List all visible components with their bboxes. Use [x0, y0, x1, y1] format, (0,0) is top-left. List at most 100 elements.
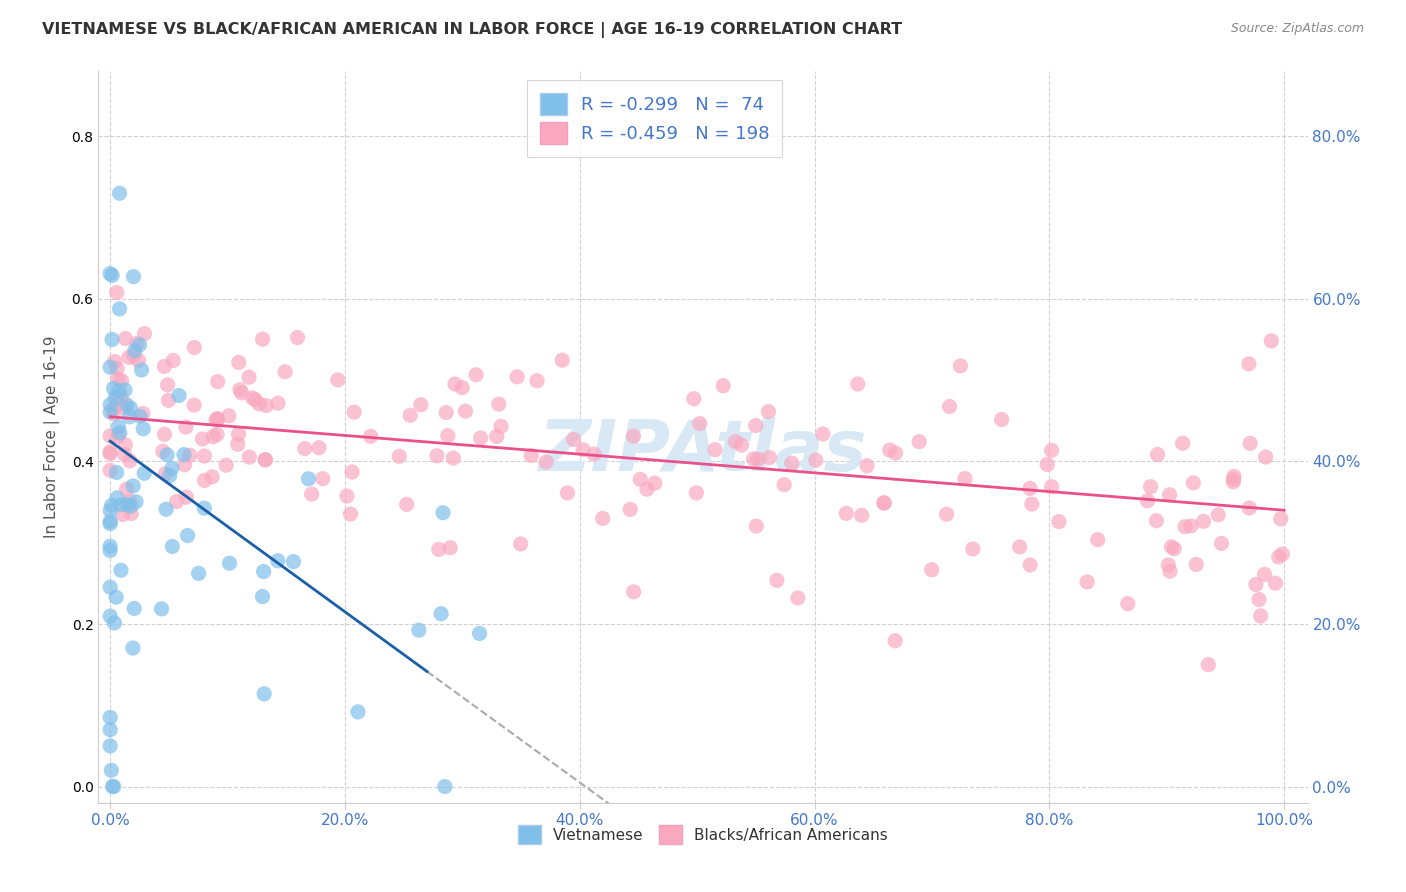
Point [153, 427, 176, 442]
Point [534, 455, 557, 469]
Point [1247, 592, 1270, 607]
Point [117, 497, 139, 511]
Point [132, 422, 155, 436]
Point [103, 402, 125, 417]
Point [252, 565, 274, 579]
Point [162, 540, 184, 554]
Point [108, 186, 131, 201]
Point [1019, 482, 1042, 496]
Text: VIETNAMESE VS BLACK/AFRICAN AMERICAN IN LABOR FORCE | AGE 16-19 CORRELATION CHAR: VIETNAMESE VS BLACK/AFRICAN AMERICAN IN … [42, 22, 903, 38]
Point [921, 563, 943, 577]
Point [1185, 558, 1208, 572]
Point [110, 391, 132, 405]
Point [1136, 493, 1159, 508]
Point [105, 393, 128, 408]
Point [267, 554, 290, 568]
Point [98, 360, 121, 375]
Point [935, 507, 957, 521]
Point [1159, 488, 1181, 502]
Point [128, 353, 150, 368]
Point [572, 442, 595, 457]
Point [308, 441, 330, 455]
Point [811, 426, 834, 441]
Point [112, 401, 135, 415]
Point [125, 336, 148, 351]
Point [187, 566, 209, 581]
Point [122, 640, 145, 655]
Point [253, 687, 276, 701]
Point [938, 400, 960, 414]
Point [98, 516, 121, 531]
Point [1040, 443, 1063, 458]
Point [1174, 519, 1197, 533]
Point [689, 417, 711, 431]
Point [201, 470, 224, 484]
Point [343, 405, 366, 419]
Point [388, 450, 411, 464]
Point [1264, 576, 1286, 591]
Point [134, 467, 156, 481]
Point [856, 458, 879, 473]
Point [131, 363, 153, 377]
Point [173, 448, 195, 462]
Point [108, 384, 131, 398]
Point [835, 507, 858, 521]
Point [287, 330, 309, 344]
Point [683, 392, 706, 406]
Point [1250, 608, 1272, 623]
Point [360, 429, 382, 443]
Point [98, 739, 121, 753]
Point [526, 374, 548, 388]
Point [623, 429, 645, 443]
Point [124, 343, 146, 358]
Point [711, 378, 734, 392]
Point [908, 434, 931, 449]
Point [1271, 547, 1294, 561]
Point [176, 490, 198, 504]
Point [252, 332, 274, 346]
Point [111, 508, 134, 522]
Text: ZIPAtlas: ZIPAtlas [538, 417, 868, 486]
Point [506, 369, 529, 384]
Y-axis label: In Labor Force | Age 16-19: In Labor Force | Age 16-19 [45, 335, 60, 539]
Point [191, 432, 214, 446]
Point [488, 397, 510, 411]
Point [132, 407, 155, 421]
Point [103, 780, 125, 794]
Point [884, 446, 907, 460]
Point [176, 528, 198, 542]
Point [122, 269, 145, 284]
Point [238, 370, 260, 384]
Point [747, 452, 769, 467]
Point [1087, 533, 1109, 547]
Point [433, 780, 456, 794]
Point [489, 419, 512, 434]
Point [430, 607, 453, 621]
Point [153, 359, 176, 374]
Point [1076, 574, 1098, 589]
Point [111, 374, 134, 388]
Point [336, 489, 359, 503]
Point [229, 383, 252, 397]
Point [218, 556, 240, 570]
Point [162, 353, 184, 368]
Point [468, 626, 491, 640]
Point [426, 449, 449, 463]
Point [1270, 512, 1292, 526]
Point [395, 497, 418, 511]
Point [297, 472, 319, 486]
Point [520, 449, 543, 463]
Point [953, 472, 976, 486]
Point [205, 413, 228, 427]
Point [98, 710, 121, 724]
Point [1253, 567, 1275, 582]
Point [101, 268, 124, 283]
Point [247, 397, 270, 411]
Point [98, 503, 121, 517]
Point [454, 404, 477, 418]
Point [122, 349, 145, 363]
Point [1047, 515, 1070, 529]
Point [758, 404, 780, 418]
Point [103, 615, 125, 630]
Point [193, 474, 215, 488]
